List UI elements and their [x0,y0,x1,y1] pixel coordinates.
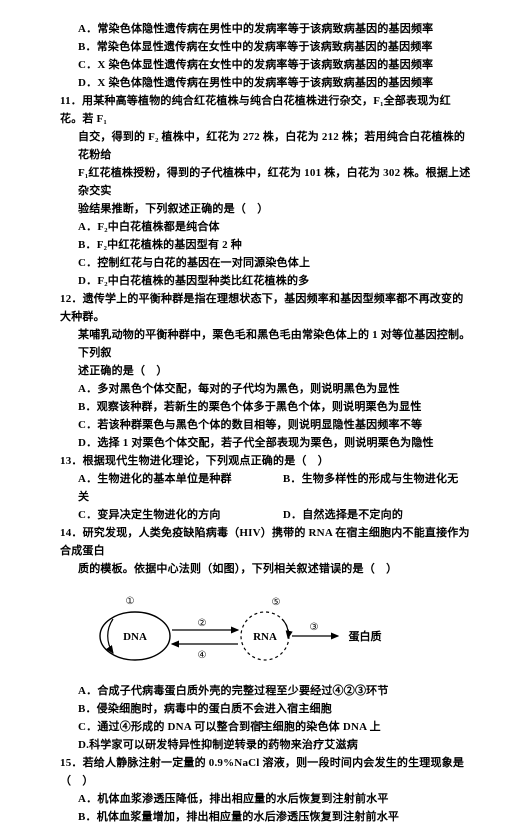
q11-stem-1: 11．用某种高等植物的纯合红花植株与纯合白花植株进行杂交，F₁全部表现为红花。若… [60,92,472,128]
option-C: C．X 染色体显性遗传病在女性中的发病率等于该病致病基因的基因频率 [60,56,472,74]
label-5: ⑤ [272,597,281,608]
q15-stem: 15．若给人静脉注射一定量的 0.9%NaCl 溶液，则一段时间内会发生的生理现… [60,754,472,790]
q13-option-D: D．自然选择是不定向的 [283,506,403,524]
q11-option-C: C．控制红花与白花的基因在一对同源染色体上 [60,254,472,272]
q12-option-C: C．若该种群栗色与黑色个体的数目相等，则说明显隐性基因频率不等 [60,416,472,434]
rna-label: RNA [253,631,277,643]
q14-stem-2: 质的模板。依据中心法则（如图），下列相关叙述错误的是（ ） [60,560,472,578]
q11-option-B: B．F₂中红花植株的基因型有 2 种 [60,236,472,254]
q13-row1: A．生物进化的基本单位是种群 B．生物多样性的形成与生物进化无 [60,470,472,488]
option-B: B．常染色体显性遗传病在女性中的发病率等于该病致病基因的基因频率 [60,38,472,56]
q12-option-D: D．选择 1 对栗色个体交配，若子代全部表现为栗色，则说明栗色为隐性 [60,434,472,452]
dna-label: DNA [123,631,147,643]
label-2: ② [198,618,207,629]
q11-stem-3: F₁红花植株授粉，得到的子代植株中，红花为 101 株，白花为 302 株。根据… [60,164,472,200]
option-A: A．常染色体隐性遗传病在男性中的发病率等于该病致病基因的基因频率 [60,20,472,38]
q12-stem-3: 述正确的是（ ） [60,362,472,380]
q12-stem-2: 某哺乳动物的平衡种群中，栗色毛和黑色毛由常染色体上的 1 对等位基因控制。下列叙 [60,326,472,362]
q13-option-B-cont: 关 [60,488,472,506]
q12-stem-1: 12．遗传学上的平衡种群是指在理想状态下，基因频率和基因型频率都不再改变的大种群… [60,290,472,326]
q13-row2: C．变异决定生物进化的方向 D．自然选择是不定向的 [60,506,472,524]
q11-stem-2: 自交，得到的 F₂ 植株中，红花为 272 株，白花为 212 株；若用纯合白花… [60,128,472,164]
q12-option-B: B．观察该种群，若新生的栗色个体多于黑色个体，则说明栗色为显性 [60,398,472,416]
arc-5 [282,619,288,638]
q12-option-A: A．多对黑色个体交配，每对的子代均为黑色，则说明黑色为显性 [60,380,472,398]
q13-option-A: A．生物进化的基本单位是种群 [78,470,283,488]
q14-option-B: B．侵染细胞时，病毒中的蛋白质不会进入宿主细胞 [60,700,472,718]
protein-label: 蛋白质 [349,629,382,643]
q11-stem-4: 验结果推断，下列叙述正确的是（ ） [60,200,472,218]
q11-option-A: A．F₂中白花植株都是纯合体 [60,218,472,236]
q14-stem-1: 14．研究发现，人类免疫缺陷病毒（HIV）携带的 RNA 在宿主细胞内不能直接作… [60,524,472,560]
q15-option-B: B．机体血浆量增加，排出相应量的水后渗透压恢复到注射前水平 [60,808,472,826]
q14-option-D: D.科学家可以研发特异性抑制逆转录的药物来治疗艾滋病 [60,736,472,754]
q15-option-A: A．机体血浆渗透压降低，排出相应量的水后恢复到注射前水平 [60,790,472,808]
label-1: ① [126,596,135,607]
page-number: 3 [0,720,522,731]
diagram-svg: DNA ① RNA ⑤ ② ④ ③ 蛋白质 [80,586,390,676]
q11-option-D: D．F₂中白花植株的基因型种类比红花植株的多 [60,272,472,290]
q13-option-B: B．生物多样性的形成与生物进化无 [283,470,459,488]
central-dogma-diagram: DNA ① RNA ⑤ ② ④ ③ 蛋白质 [60,586,492,676]
arc-1 [108,619,113,653]
q14-option-A: A．合成子代病毒蛋白质外壳的完整过程至少要经过④②③环节 [60,682,472,700]
q13-option-C: C．变异决定生物进化的方向 [78,506,283,524]
label-3: ③ [310,622,319,633]
option-D: D．X 染色体隐性遗传病在男性中的发病率等于该病致病基因的基因频率 [60,74,472,92]
exam-page: A．常染色体隐性遗传病在男性中的发病率等于该病致病基因的基因频率 B．常染色体显… [0,0,522,737]
q13-stem: 13．根据现代生物进化理论，下列观点正确的是（ ） [60,452,472,470]
label-4: ④ [198,650,207,661]
